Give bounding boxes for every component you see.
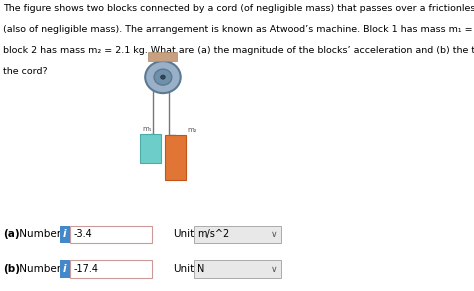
FancyBboxPatch shape <box>164 135 185 180</box>
Circle shape <box>145 61 181 93</box>
FancyBboxPatch shape <box>60 260 70 278</box>
Text: -17.4: -17.4 <box>74 264 99 274</box>
FancyBboxPatch shape <box>140 134 161 163</box>
FancyBboxPatch shape <box>70 226 152 243</box>
Text: Number: Number <box>16 229 61 239</box>
Text: -3.4: -3.4 <box>74 229 92 239</box>
FancyBboxPatch shape <box>193 260 281 278</box>
Text: Units: Units <box>173 229 200 239</box>
Text: Units: Units <box>173 264 200 274</box>
Circle shape <box>161 75 165 79</box>
Circle shape <box>154 69 172 85</box>
Text: m/s^2: m/s^2 <box>198 229 230 239</box>
Text: m₁: m₁ <box>142 125 152 132</box>
Text: m₂: m₂ <box>187 127 197 133</box>
Text: (a): (a) <box>3 229 20 239</box>
Text: The figure shows two blocks connected by a cord (of negligible mass) that passes: The figure shows two blocks connected by… <box>3 4 474 13</box>
Text: the cord?: the cord? <box>3 67 48 76</box>
Text: ∨: ∨ <box>271 230 278 239</box>
FancyBboxPatch shape <box>148 52 177 61</box>
Text: i: i <box>63 229 67 239</box>
Text: block 2 has mass m₂ = 2.1 kg. What are (a) the magnitude of the blocks’ accelera: block 2 has mass m₂ = 2.1 kg. What are (… <box>3 46 474 55</box>
FancyBboxPatch shape <box>60 226 70 243</box>
Text: i: i <box>63 264 67 274</box>
Text: (also of negligible mass). The arrangement is known as Atwood’s machine. Block 1: (also of negligible mass). The arrangeme… <box>3 25 474 34</box>
Text: Number: Number <box>16 264 61 274</box>
FancyBboxPatch shape <box>193 226 281 243</box>
Text: N: N <box>198 264 205 274</box>
Text: ∨: ∨ <box>271 265 278 274</box>
Text: (b): (b) <box>3 264 20 274</box>
FancyBboxPatch shape <box>70 260 152 278</box>
